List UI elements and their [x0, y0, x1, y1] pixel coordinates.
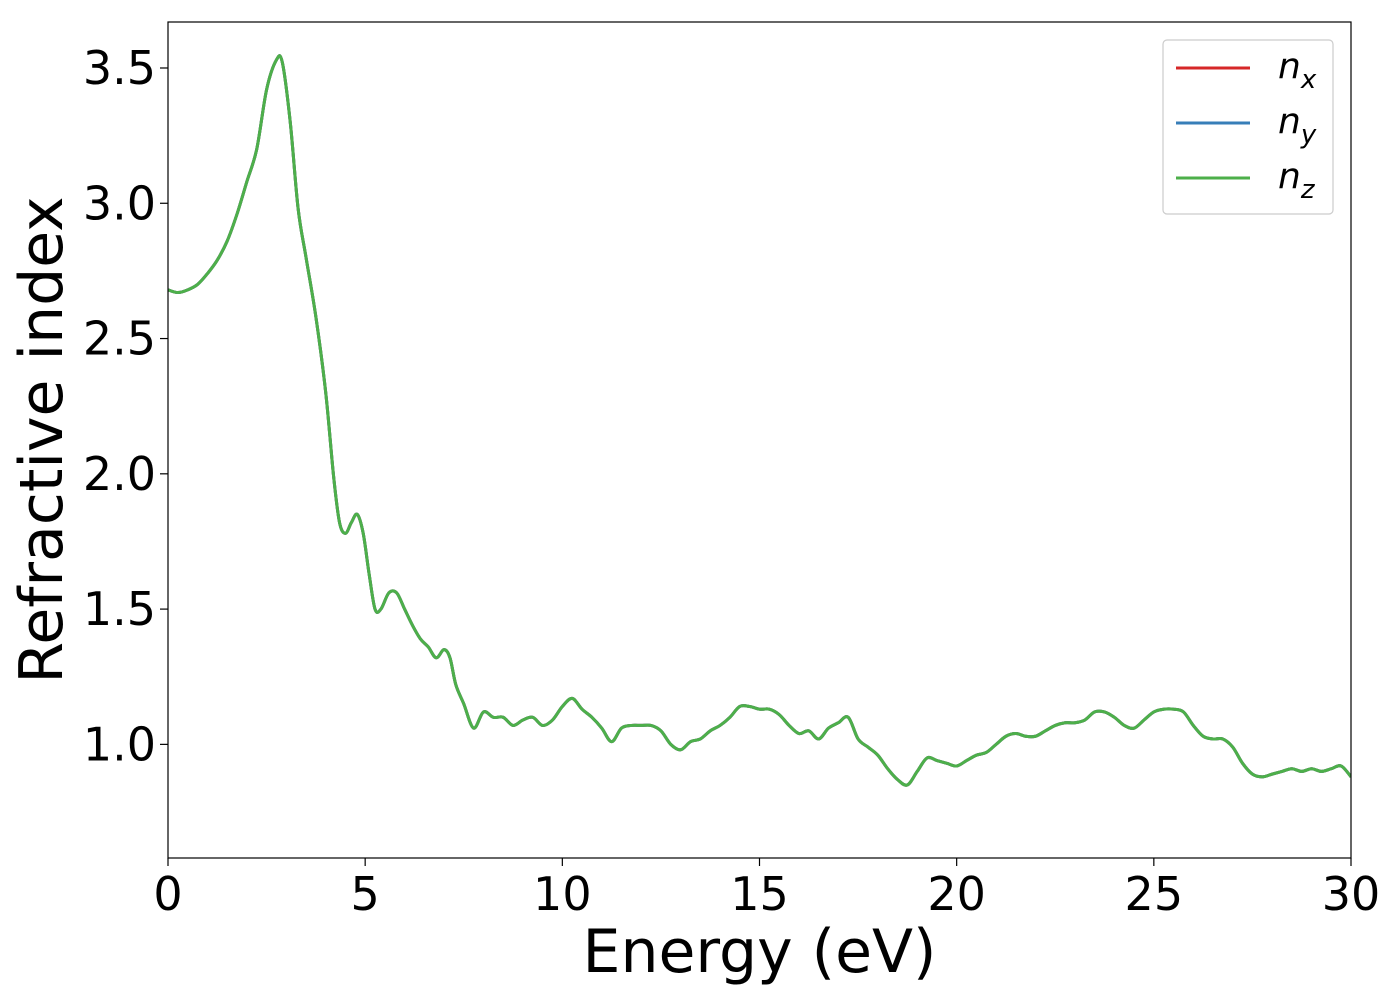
- y-tick-label: 2.5: [83, 312, 156, 366]
- x-tick-label: 10: [533, 867, 592, 921]
- y-tick-label: 2.0: [83, 447, 156, 501]
- legend-box: [1162, 39, 1334, 215]
- y-axis-label: Refractive index: [7, 196, 77, 683]
- legend-label-x: nx: [1278, 46, 1317, 95]
- legend-label-y: ny: [1278, 101, 1317, 150]
- y-tick-label: 1.5: [83, 582, 156, 636]
- x-axis-ticks: 0 5 10 15 20 25 30: [153, 858, 1380, 921]
- legend-label-z: nz: [1278, 156, 1316, 205]
- y-tick-label: 3.5: [83, 41, 156, 95]
- y-tick-label: 3.0: [83, 176, 156, 230]
- x-tick-label: 15: [730, 867, 789, 921]
- x-axis-label: Energy (eV): [583, 917, 937, 987]
- x-tick-label: 25: [1125, 867, 1184, 921]
- series-layer: [168, 54, 1351, 787]
- x-tick-label: 20: [927, 867, 986, 921]
- x-tick-label: 0: [153, 867, 182, 921]
- y-axis-ticks: 1.0 1.5 2.0 2.5 3.0 3.5: [83, 41, 168, 771]
- legend: nx ny nz: [1162, 39, 1334, 215]
- x-tick-label: 5: [351, 867, 380, 921]
- series-line-z: [168, 54, 1351, 787]
- y-tick-label: 1.0: [83, 717, 156, 771]
- x-tick-label: 30: [1322, 867, 1381, 921]
